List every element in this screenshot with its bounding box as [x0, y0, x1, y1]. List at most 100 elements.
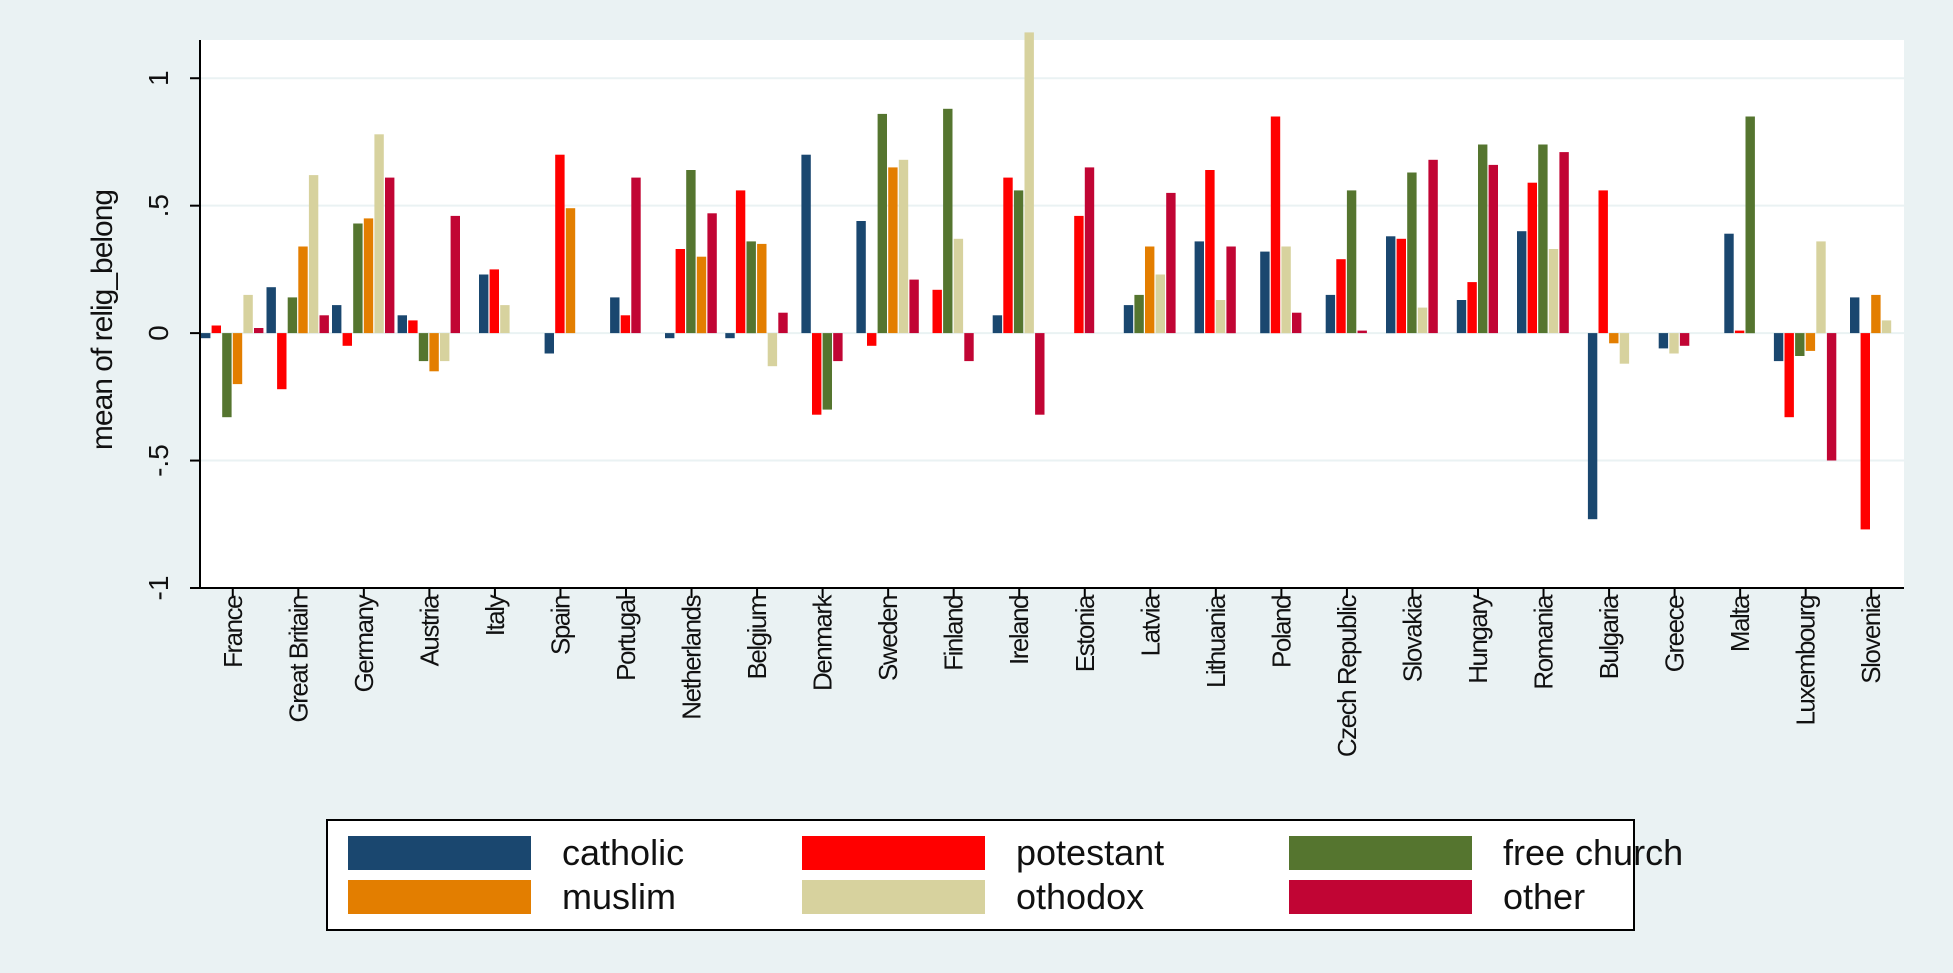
- x-tick-label: Austria: [414, 594, 444, 666]
- x-tick-label: Finland: [939, 596, 969, 671]
- legend-swatch-catholic: [348, 836, 531, 870]
- x-axis-categories: France Great Britain Germany Austria Italy Sp…: [218, 588, 1886, 757]
- bar-free-church-austria: [418, 333, 429, 362]
- axes: [199, 40, 1904, 589]
- bar-free-church-czech-republic: [1346, 190, 1357, 334]
- x-tick-label: Netherlands: [677, 595, 707, 720]
- y-axis-ticks: -1 -.5 0 .5 1: [143, 70, 200, 600]
- bar-free-church-great-britain: [287, 297, 298, 334]
- bar-other-lithuania: [1226, 246, 1236, 334]
- y-tick-label: .5: [143, 194, 174, 217]
- bar-catholic-belgium: [725, 333, 735, 339]
- bar-othodox-bulgaria: [1619, 333, 1630, 364]
- bar-potestant-hungary: [1467, 282, 1477, 334]
- bar-muslim-latvia: [1145, 246, 1155, 334]
- bar-muslim-great-britain: [298, 246, 308, 334]
- bar-other-denmark: [833, 333, 843, 362]
- bar-free-church-latvia: [1134, 294, 1144, 334]
- bar-othodox-greece: [1669, 333, 1679, 354]
- bar-potestant-italy: [489, 269, 499, 334]
- bar-catholic-bulgaria: [1587, 333, 1598, 520]
- x-tick-label: Hungary: [1463, 595, 1493, 684]
- y-tick-label: 1: [143, 70, 174, 86]
- bar-muslim-germany: [363, 218, 374, 334]
- bar-othodox-ireland: [1024, 32, 1034, 334]
- bar-free-church-slovakia: [1407, 172, 1417, 334]
- bar-potestant-poland: [1270, 116, 1281, 334]
- x-tick-label: Denmark: [808, 594, 838, 691]
- bar-potestant-great-britain: [277, 333, 287, 390]
- bar-catholic-romania: [1517, 231, 1527, 334]
- bar-othodox-france: [243, 294, 253, 334]
- bar-othodox-finland: [953, 238, 964, 334]
- x-tick-label: Czech Republic: [1332, 595, 1362, 758]
- x-tick-label: Spain: [545, 596, 575, 655]
- x-tick-label: Poland: [1266, 596, 1296, 668]
- bar-series: [201, 32, 1892, 530]
- bar-othodox-slovenia: [1881, 320, 1892, 334]
- bar-catholic-lithuania: [1194, 241, 1204, 334]
- bar-free-church-luxembourg: [1795, 333, 1805, 356]
- bar-othodox-austria: [440, 333, 450, 362]
- bar-free-church-romania: [1538, 144, 1548, 334]
- bar-potestant-bulgaria: [1598, 190, 1608, 334]
- bar-othodox-luxembourg: [1816, 241, 1826, 334]
- legend: catholic potestant free church muslim othodo…: [326, 819, 1683, 931]
- bar-catholic-ireland: [992, 315, 1003, 334]
- bar-muslim-france: [232, 333, 243, 385]
- bar-other-poland: [1292, 312, 1302, 334]
- y-tick-label: -1: [143, 576, 174, 601]
- bar-catholic-france: [201, 333, 211, 339]
- x-tick-label: Malta: [1725, 594, 1755, 652]
- legend-swatch-othodox: [802, 880, 985, 914]
- bar-othodox-slovakia: [1417, 307, 1428, 334]
- bar-other-france: [254, 328, 264, 334]
- x-tick-label: Luxembourg: [1791, 596, 1821, 726]
- bar-potestant-slovenia: [1860, 333, 1870, 530]
- bar-potestant-malta: [1734, 330, 1745, 334]
- bar-free-church-netherlands: [686, 170, 696, 334]
- bar-potestant-luxembourg: [1784, 333, 1794, 418]
- bar-free-church-hungary: [1478, 144, 1488, 334]
- bar-other-slovakia: [1428, 159, 1438, 334]
- x-tick-label: Lithuania: [1201, 594, 1231, 688]
- bar-catholic-great-britain: [266, 287, 276, 334]
- bar-potestant-ireland: [1003, 177, 1013, 334]
- legend-label-catholic: catholic: [562, 832, 684, 873]
- bar-other-portugal: [631, 177, 641, 334]
- bar-catholic-luxembourg: [1773, 333, 1784, 362]
- bar-free-church-finland: [943, 108, 953, 334]
- bar-other-estonia: [1084, 167, 1095, 334]
- bar-muslim-sweden: [888, 167, 898, 334]
- bar-catholic-malta: [1724, 233, 1734, 334]
- legend-label-potestant: potestant: [1016, 832, 1164, 873]
- bar-catholic-slovakia: [1386, 236, 1396, 334]
- x-tick-label: Slovakia: [1397, 594, 1427, 682]
- bar-potestant-austria: [408, 320, 418, 334]
- bar-potestant-sweden: [867, 333, 877, 346]
- legend-label-free-church: free church: [1503, 832, 1683, 873]
- bar-catholic-portugal: [610, 297, 620, 334]
- bar-catholic-hungary: [1456, 300, 1467, 334]
- x-tick-label: Belgium: [742, 596, 772, 679]
- legend-swatch-muslim: [348, 880, 531, 914]
- bar-othodox-germany: [374, 134, 384, 334]
- bar-catholic-latvia: [1123, 305, 1134, 334]
- bar-catholic-spain: [544, 333, 554, 354]
- bar-free-church-france: [222, 333, 232, 418]
- bar-muslim-slovenia: [1871, 294, 1881, 334]
- bar-catholic-greece: [1658, 333, 1669, 349]
- bar-catholic-slovenia: [1850, 297, 1860, 334]
- bar-muslim-bulgaria: [1609, 333, 1619, 344]
- bar-othodox-lithuania: [1215, 300, 1226, 334]
- x-tick-label: Slovenia: [1856, 594, 1886, 684]
- bar-potestant-denmark: [812, 333, 822, 415]
- bar-catholic-austria: [397, 315, 407, 334]
- bar-free-church-germany: [353, 223, 363, 334]
- x-tick-label: Portugal: [611, 595, 641, 681]
- bar-other-latvia: [1166, 192, 1176, 334]
- bar-free-church-malta: [1745, 116, 1755, 334]
- bar-othodox-italy: [500, 305, 510, 334]
